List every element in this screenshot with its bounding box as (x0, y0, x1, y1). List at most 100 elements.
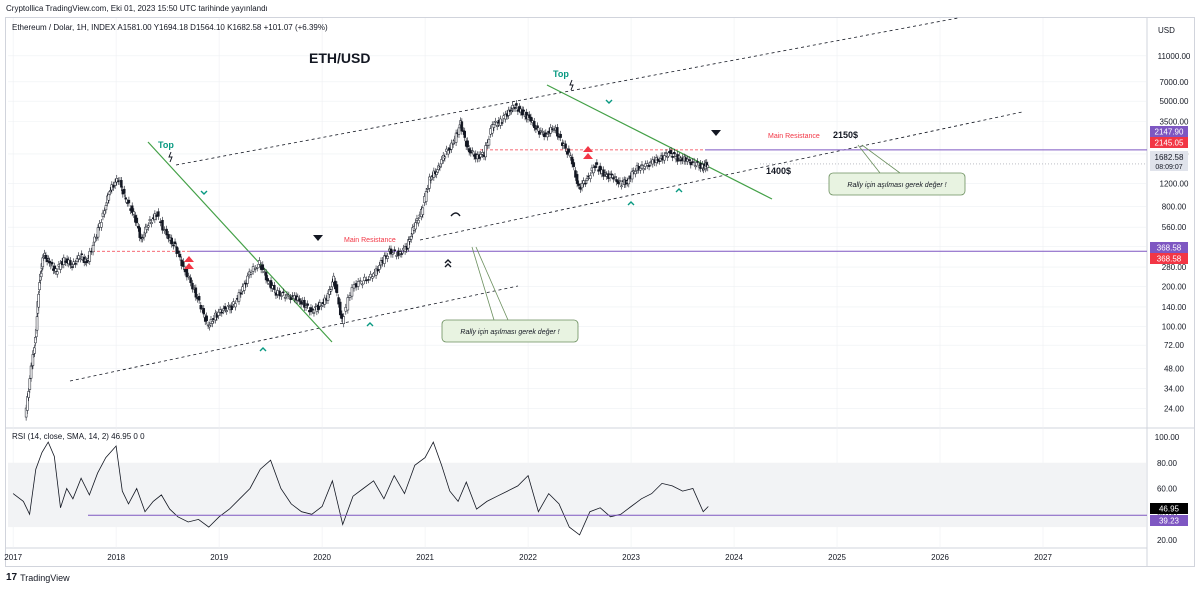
candle-body-49-0 (407, 239, 410, 249)
candle-body-60-4 (499, 118, 502, 126)
rally-marker-a (444, 259, 452, 264)
candle-body-36-2 (298, 298, 301, 302)
channel-lower (69, 285, 519, 382)
y-tick-13: 72.00 (1164, 341, 1185, 350)
svg-text:2145.05: 2145.05 (1155, 139, 1184, 148)
top-label-1: Top (158, 140, 174, 150)
candle-body-65-2 (533, 121, 536, 128)
candle-body-31-3 (255, 267, 259, 269)
candle-body-74-4 (610, 173, 613, 176)
y-tick-0: 11000.00 (1158, 52, 1191, 61)
candle-body-42-3 (348, 295, 352, 298)
bottom-marker-3 (627, 201, 635, 206)
candle-body-28-0 (223, 306, 227, 310)
candle-body-78-3 (640, 164, 644, 166)
candle-body-35-1 (287, 294, 291, 297)
candle-body-47-3 (395, 255, 398, 257)
price-axis: 11000.007000.005000.003500.002000.001200… (1155, 52, 1191, 545)
x-tick-6: 2023 (622, 553, 640, 562)
x-tick-5: 2022 (519, 553, 537, 562)
candle-body-40-0 (326, 293, 330, 301)
annotation-layer (168, 79, 721, 352)
y-tick-16: 24.00 (1164, 404, 1185, 413)
candle-body-40-3 (331, 281, 334, 288)
candle-body-21-4 (173, 241, 177, 245)
candle-body-28-2 (227, 305, 230, 307)
rsi-tick-1: 80.00 (1157, 459, 1178, 468)
candle-body-69-3 (567, 148, 571, 153)
candle-body-13-4 (109, 190, 112, 193)
candle-body-26-2 (211, 321, 214, 324)
candle-body-32-4 (266, 278, 269, 282)
candle-body-54-4 (451, 143, 455, 145)
candle-body-85-4 (701, 164, 704, 169)
candle-body-21-3 (172, 244, 175, 247)
candle-body-9-1 (74, 263, 77, 265)
candle-body-34-3 (282, 291, 285, 294)
candle-body-60-2 (495, 125, 499, 127)
candle-body-20-0 (157, 211, 160, 217)
candle-body-6-4 (54, 268, 58, 272)
price-series (24, 100, 710, 421)
candle-body-6-1 (50, 262, 54, 265)
candle-body-43-3 (358, 280, 362, 282)
candle-body-27-1 (217, 311, 220, 316)
candle-body-21-2 (170, 237, 173, 245)
candle-body-73-2 (598, 165, 602, 172)
rsi-tick-2: 60.00 (1157, 485, 1178, 494)
candle-body-64-0 (522, 109, 525, 112)
candle-body-66-1 (539, 130, 543, 132)
candle-body-4-4 (42, 256, 45, 259)
candle-body-22-2 (178, 253, 182, 258)
svg-text:46.95: 46.95 (1159, 505, 1180, 514)
candle-body-84-2 (689, 161, 693, 166)
candle-body-85-0 (694, 165, 697, 168)
candle-body-31-0 (249, 272, 253, 275)
candle-body-44-0 (363, 276, 366, 281)
candle-body-61-4 (507, 109, 510, 116)
price-badge-lower-b: 368.58 (1150, 253, 1188, 264)
candle-body-82-1 (671, 156, 674, 158)
trendline-2 (546, 84, 773, 200)
candle-body-10-0 (80, 253, 83, 255)
candle-body-31-4 (258, 260, 261, 265)
bottom-marker-4 (675, 188, 683, 193)
candle-body-80-3 (658, 160, 661, 163)
candle-body-50-1 (415, 218, 419, 222)
candle-body-20-3 (163, 229, 166, 232)
candle-body-56-2 (463, 130, 466, 138)
rsi-tick-3: 40.00 (1157, 510, 1178, 519)
main-resistance-upper: Main Resistance (768, 133, 820, 140)
candle-body-22-1 (177, 250, 180, 254)
candle-body-56-0 (460, 121, 464, 132)
candle-body-1-3 (28, 378, 32, 390)
candle-body-12-1 (96, 227, 100, 238)
candle-body-79-1 (645, 163, 649, 166)
candle-body-52-2 (432, 170, 436, 178)
candle-body-11-3 (91, 244, 95, 253)
candle-body-30-1 (243, 283, 246, 291)
candle-body-80-2 (656, 158, 660, 161)
candle-body-70-3 (575, 174, 579, 184)
candle-body-1-4 (29, 365, 33, 379)
main-resistance-lower: Main Resistance (344, 237, 396, 244)
svg-text:368.58: 368.58 (1157, 244, 1182, 253)
candle-body-43-1 (354, 283, 358, 288)
candle-body-49-2 (409, 236, 413, 240)
candle-body-53-4 (443, 156, 447, 159)
candle-body-47-0 (389, 248, 393, 255)
candle-body-86-0 (702, 168, 705, 171)
candle-body-20-4 (165, 228, 168, 236)
y-tick-9: 280.00 (1162, 263, 1187, 272)
bottom-marker-1 (259, 347, 267, 352)
y-tick-1: 7000.00 (1160, 78, 1189, 87)
candle-body-83-0 (678, 155, 681, 159)
candle-body-41-2 (337, 297, 340, 305)
candle-body-55-1 (454, 132, 458, 143)
y-tick-15: 34.00 (1164, 384, 1185, 393)
candle-body-48-1 (400, 253, 404, 255)
candle-body-31-1 (251, 266, 255, 272)
candle-body-16-1 (127, 199, 131, 204)
candle-body-86-4 (706, 164, 710, 168)
